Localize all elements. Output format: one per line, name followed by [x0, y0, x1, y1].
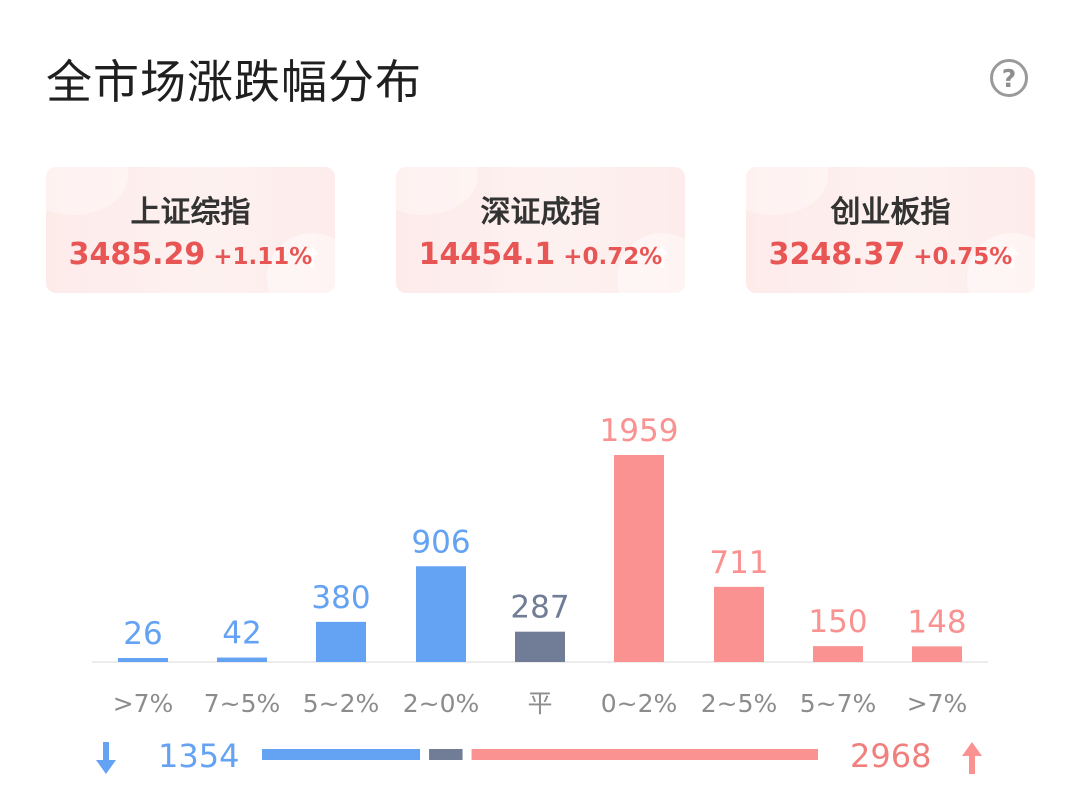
category-label: 0~2%: [601, 689, 678, 718]
index-change: +1.11%: [213, 244, 313, 270]
category-label: 2~0%: [403, 689, 480, 718]
bar-value-label: 906: [411, 524, 470, 560]
bar-value-label: 380: [311, 580, 370, 616]
bar-value-label: 42: [222, 616, 261, 652]
category-label: >7%: [907, 689, 968, 718]
index-value: 3485.29: [68, 237, 206, 272]
bar-7[interactable]: [813, 646, 863, 662]
down-total: 1354: [158, 737, 240, 775]
bar-value-label: 148: [907, 604, 966, 640]
index-change: +0.72%: [563, 244, 663, 270]
bar-0[interactable]: [118, 658, 168, 662]
index-name: 深证成指: [480, 195, 601, 230]
category-label: 2~5%: [701, 689, 778, 718]
bar-6[interactable]: [714, 586, 764, 662]
index-card-shenzhen[interactable]: 深证成指 14454.1 +0.72%: [396, 167, 685, 293]
category-label: 平: [527, 689, 552, 718]
category-label: 5~2%: [303, 689, 380, 718]
index-value: 14454.1: [418, 237, 556, 272]
category-label: 5~7%: [800, 689, 877, 718]
up-total: 2968: [850, 737, 932, 775]
bar-2[interactable]: [316, 621, 366, 662]
index-change: +0.75%: [913, 244, 1013, 270]
help-circle-icon[interactable]: ?: [990, 59, 1028, 97]
bar-4[interactable]: [515, 631, 565, 662]
arrow-up-icon: [962, 742, 982, 774]
bar-value-label: 711: [709, 545, 768, 581]
summary-bar-flat: [429, 749, 463, 760]
rise-arrow-icon: [655, 246, 669, 268]
bar-1[interactable]: [217, 657, 267, 662]
bar-value-label: 287: [510, 590, 569, 626]
category-label: 7~5%: [204, 689, 281, 718]
index-value: 3248.37: [768, 237, 906, 272]
page-title: 全市场涨跌幅分布: [46, 55, 422, 109]
category-label: >7%: [113, 689, 174, 718]
bar-value-label: 1959: [600, 413, 679, 449]
index-card-shanghai[interactable]: 上证综指 3485.29 +1.11%: [46, 167, 335, 293]
arrow-down-icon: [96, 742, 116, 774]
rise-arrow-icon: [1005, 246, 1019, 268]
summary-bar-up: [471, 749, 818, 760]
bar-3[interactable]: [416, 566, 466, 662]
bar-8[interactable]: [912, 646, 962, 662]
bar-value-label: 150: [808, 604, 867, 640]
index-name: 上证综指: [130, 195, 251, 230]
index-card-chinext[interactable]: 创业板指 3248.37 +0.75%: [746, 167, 1035, 293]
summary-bar-down: [262, 749, 421, 760]
bar-value-label: 26: [123, 616, 162, 652]
index-name: 创业板指: [830, 195, 951, 230]
rise-arrow-icon: [305, 246, 319, 268]
bar-5[interactable]: [614, 455, 664, 662]
